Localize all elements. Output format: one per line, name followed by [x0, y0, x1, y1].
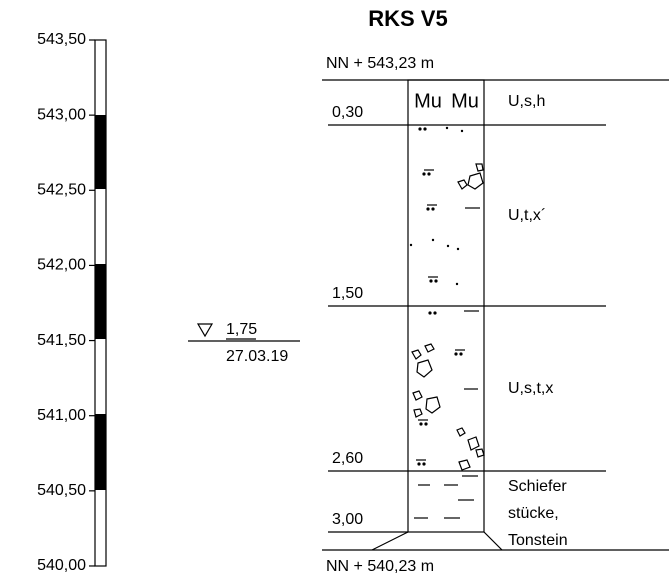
- soil-symbol: Mu: [451, 90, 479, 112]
- water-date: 27.03.19: [226, 348, 288, 365]
- bottom-elevation: NN + 540,23 m: [326, 558, 434, 575]
- title: RKS V5: [368, 6, 447, 31]
- layer-description: Schiefer: [508, 478, 567, 495]
- profile: NN + 543,23 m NN + 540,23 m Mu Mu: [322, 55, 669, 575]
- top-elevation: NN + 543,23 m: [326, 55, 434, 72]
- hatching: [409, 126, 485, 519]
- layer-depth: 2,60: [332, 450, 363, 467]
- scale-label: 542,50: [37, 181, 86, 198]
- layer-depth: 3,00: [332, 511, 363, 528]
- scale-label: 540,50: [37, 482, 86, 499]
- scale-label: 540,00: [37, 557, 86, 574]
- layer-depth: 1,50: [332, 285, 363, 302]
- layer-depth: 0,30: [332, 104, 363, 121]
- scale-label: 542,00: [37, 257, 86, 274]
- layer-description: stücke,: [508, 505, 559, 522]
- layer-description: U,s,t,x: [508, 380, 553, 397]
- soil-symbol: Mu: [414, 90, 442, 112]
- scale-label: 541,00: [37, 407, 86, 424]
- scale-labels: 543,50 543,00 542,50 542,00 541,50 541,00 540,…: [37, 31, 95, 574]
- layer-description: Tonstein: [508, 532, 568, 549]
- layer-description: U,t,x´: [508, 207, 546, 224]
- scale-bar: [94, 39, 107, 567]
- scale-label: 543,50: [37, 31, 86, 48]
- water-level: 1,75 27.03.19: [188, 321, 300, 365]
- layer-description: U,s,h: [508, 93, 545, 110]
- layers: 0,30 U,s,h 1,50 U,t,x´ 2,60 U,s,t,x 3,00 Schief…: [328, 93, 606, 549]
- scale-label: 541,50: [37, 332, 86, 349]
- water-depth: 1,75: [226, 321, 257, 338]
- scale-label: 543,00: [37, 106, 86, 123]
